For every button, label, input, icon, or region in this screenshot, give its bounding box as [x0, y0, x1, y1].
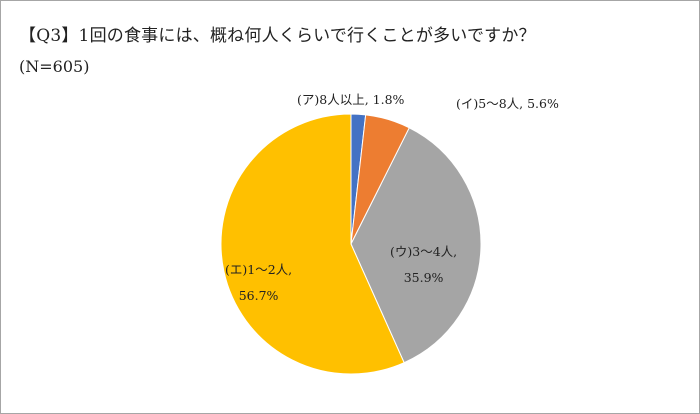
pie-slice	[350, 127, 482, 364]
data-label-3to4-category: (ウ)3～4人,	[390, 244, 458, 259]
chart-subtitle: (N=605)	[19, 57, 90, 76]
data-label-1to2-category: (エ)1～2人,	[225, 262, 293, 277]
chart-title: 【Q3】1回の食事には、概ね何人くらいで行くことが多いですか？	[19, 26, 536, 46]
pie-slice	[220, 113, 405, 375]
data-label-8plus: (ア)8人以上, 1.8%	[297, 92, 405, 107]
data-label-5to8: (イ)5～8人, 5.6%	[456, 96, 559, 111]
data-label-3to4: (ウ)3～4人, 35.9%	[390, 239, 457, 291]
data-label-1to2-value: 56.7%	[238, 288, 279, 303]
data-label-1to2: (エ)1～2人, 56.7%	[225, 257, 292, 309]
data-label-3to4-value: 35.9%	[403, 270, 444, 285]
